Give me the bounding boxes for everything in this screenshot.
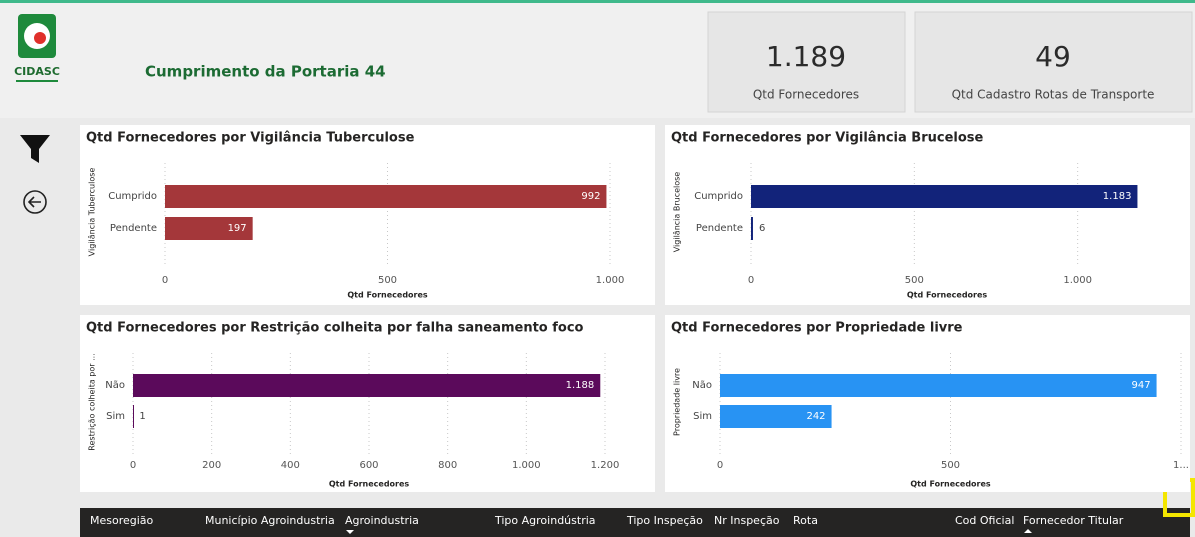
logo-dot <box>34 32 46 44</box>
bar <box>133 405 134 428</box>
chart-panel <box>80 315 655 492</box>
chart-title: Qtd Fornecedores por Vigilância Brucelos… <box>671 131 984 146</box>
column-header: Nr Inspeção <box>714 514 780 527</box>
column-header: Cod Oficial <box>955 514 1014 527</box>
category-label: Não <box>105 380 125 391</box>
logo-text: CIDASC <box>14 65 60 78</box>
x-tick-label: 500 <box>905 275 924 286</box>
bar <box>720 405 832 428</box>
y-axis-title: Vigilância Tuberculose <box>88 168 97 257</box>
x-tick-label: 500 <box>378 275 397 286</box>
back-button[interactable] <box>23 190 47 214</box>
bar <box>165 185 607 208</box>
data-label: 1.183 <box>1103 191 1132 202</box>
chart-panel <box>665 315 1190 492</box>
logo: CIDASC <box>14 14 60 82</box>
table-header <box>80 508 1190 537</box>
category-label: Cumprido <box>108 191 157 202</box>
logo-underline <box>16 80 58 82</box>
x-tick-label: 0 <box>748 275 754 286</box>
kpi-card-bg <box>914 11 1193 113</box>
bar <box>751 185 1138 208</box>
page-title: Cumprimento da Portaria 44 <box>145 63 386 81</box>
column-header: Rota <box>793 514 818 527</box>
kpi-card: 49 Qtd Cadastro Rotas de Transporte <box>914 11 1193 113</box>
data-label: 242 <box>806 411 825 422</box>
kpi-label: Qtd Cadastro Rotas de Transporte <box>952 88 1155 102</box>
x-tick-label: 500 <box>941 460 960 471</box>
y-axis-title: Propriedade livre <box>673 368 682 436</box>
bar <box>133 374 601 397</box>
x-tick-label: 1.000 <box>512 460 541 471</box>
x-tick-label: 1.000 <box>1063 275 1092 286</box>
back-circle <box>23 190 47 214</box>
data-label: 947 <box>1131 380 1150 391</box>
x-axis-title: Qtd Fornecedores <box>907 291 988 300</box>
x-axis-title: Qtd Fornecedores <box>347 291 428 300</box>
category-label: Sim <box>693 411 712 422</box>
x-tick-label: 0 <box>162 275 168 286</box>
chart-panel <box>80 125 655 305</box>
category-label: Pendente <box>110 223 157 234</box>
kpi-card-bg <box>707 11 906 113</box>
category-label: Cumprido <box>694 191 743 202</box>
filter-icon[interactable] <box>20 135 50 163</box>
column-header: Fornecedor Titular <box>1023 514 1124 527</box>
chart-title: Qtd Fornecedores por Vigilância Tubercul… <box>86 131 415 146</box>
x-axis-title: Qtd Fornecedores <box>910 480 991 489</box>
top-line <box>0 0 1195 3</box>
x-tick-label: 1.000 <box>596 275 625 286</box>
y-axis-title: Vigilância Brucelose <box>673 172 682 253</box>
data-label: 992 <box>581 191 600 202</box>
column-header: Mesoregião <box>90 514 154 527</box>
y-axis-title: Restrição colheita por ... <box>88 353 97 450</box>
kpi-value: 49 <box>1035 40 1071 73</box>
x-tick-label: 0 <box>130 460 136 471</box>
column-header: Tipo Inspeção <box>626 514 703 527</box>
bar <box>720 374 1157 397</box>
bar <box>751 217 753 240</box>
kpi-label: Qtd Fornecedores <box>753 88 859 102</box>
back-arrow <box>27 196 41 208</box>
category-label: Não <box>692 380 712 391</box>
x-tick-label: 400 <box>281 460 300 471</box>
chart-panel <box>665 125 1190 305</box>
x-tick-label: 200 <box>202 460 221 471</box>
x-tick-label: 800 <box>438 460 457 471</box>
column-header: Tipo Agroindústria <box>494 514 596 527</box>
data-label: 6 <box>759 223 765 234</box>
data-label: 1.188 <box>566 380 595 391</box>
x-axis-title: Qtd Fornecedores <box>329 480 410 489</box>
x-tick-label: 0 <box>717 460 723 471</box>
column-header: Agroindustria <box>345 514 419 527</box>
chart-title: Qtd Fornecedores por Restrição colheita … <box>86 321 584 336</box>
x-tick-label: 1... <box>1173 460 1189 471</box>
column-header: Município Agroindustria <box>205 514 335 527</box>
category-label: Sim <box>106 411 125 422</box>
x-tick-label: 1.200 <box>591 460 620 471</box>
x-tick-label: 600 <box>359 460 378 471</box>
chart-title: Qtd Fornecedores por Propriedade livre <box>671 321 963 336</box>
kpi-card: 1.189 Qtd Fornecedores <box>707 11 906 113</box>
sort-indicator <box>346 530 354 534</box>
kpi-value: 1.189 <box>766 40 846 73</box>
data-label: 1 <box>139 411 145 422</box>
bar <box>165 217 253 240</box>
sort-indicator <box>1024 529 1032 533</box>
data-label: 197 <box>228 223 247 234</box>
category-label: Pendente <box>696 223 743 234</box>
